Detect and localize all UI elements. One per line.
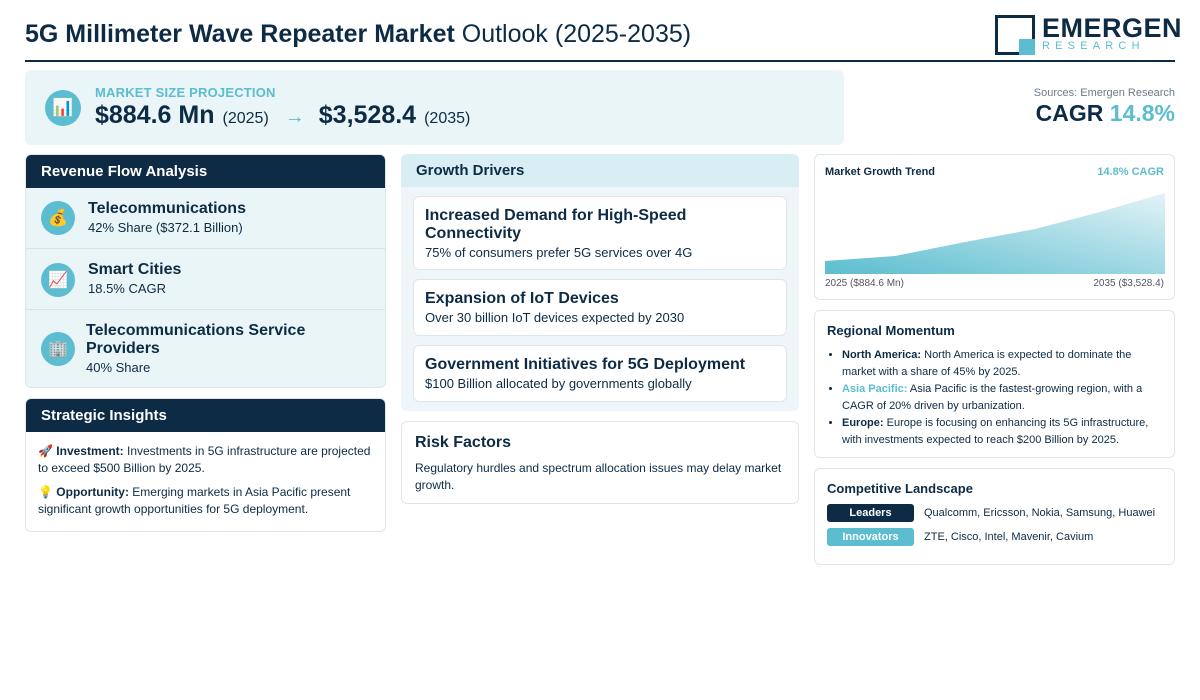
trend-cagr: 14.8% CAGR — [1097, 166, 1164, 178]
region-item: Europe: Europe is focusing on enhancing … — [842, 415, 1162, 448]
revenue-item-detail: 18.5% CAGR — [88, 281, 167, 296]
competitive-landscape-title: Competitive Landscape — [827, 481, 973, 496]
driver-desc: Over 30 billion IoT devices expected by … — [425, 310, 685, 325]
innovators-row: Innovators ZTE, Cisco, Intel, Mavenir, C… — [827, 528, 1093, 546]
insight-item: 🚀 Investment: Investments in 5G infrastr… — [38, 443, 373, 477]
region-item: Asia Pacific: Asia Pacific is the fastes… — [842, 381, 1162, 414]
regional-list: North America: North America is expected… — [827, 347, 1162, 448]
insight-item: 💡 Opportunity: Emerging markets in Asia … — [38, 484, 373, 518]
leaders-badge: Leaders — [827, 504, 914, 522]
projection-label: MARKET SIZE PROJECTION — [95, 85, 276, 100]
end-value: $3,528.4 — [318, 101, 417, 129]
innovators-list: ZTE, Cisco, Intel, Mavenir, Cavium — [924, 531, 1094, 543]
driver-item: Government Initiatives for 5G Deployment… — [413, 345, 787, 402]
revenue-item: 🏢 Telecommunications Service Providers 4… — [26, 310, 385, 387]
region-text: Europe is focusing on enhancing its 5G i… — [842, 417, 1149, 446]
money-bag-icon: 💰 — [41, 201, 75, 235]
revenue-item-detail: 42% Share ($372.1 Billion) — [88, 220, 243, 235]
revenue-flow-card: Revenue Flow Analysis 💰 Telecommunicatio… — [25, 154, 386, 388]
revenue-item: 💰 Telecommunications 42% Share ($372.1 B… — [26, 188, 385, 249]
strategic-insights-body: 🚀 Investment: Investments in 5G infrastr… — [26, 432, 385, 518]
region-name: Asia Pacific: — [842, 383, 908, 395]
risk-factors-card: Risk Factors Regulatory hurdles and spec… — [401, 421, 799, 504]
cagr-value: 14.8% — [1109, 100, 1175, 126]
logo-wordmark: EMERGEN — [1042, 13, 1183, 43]
page-title-main: 5G Millimeter Wave Repeater Market — [25, 20, 455, 48]
driver-title: Government Initiatives for 5G Deployment — [425, 356, 746, 373]
revenue-item-name: Smart Cities — [88, 261, 182, 278]
strategic-insights-heading: Strategic Insights — [26, 399, 385, 432]
risk-factors-title: Risk Factors — [415, 434, 512, 451]
leaders-row: Leaders Qualcomm, Ericsson, Nokia, Samsu… — [827, 504, 1155, 522]
strategic-insights-card: Strategic Insights 🚀 Investment: Investm… — [25, 398, 386, 532]
growth-drivers-heading: Growth Drivers — [401, 154, 799, 187]
chart-increasing-icon: 📈 — [41, 263, 75, 297]
market-growth-trend-card: Market Growth Trend 14.8% CAGR 2025 ($88… — [814, 154, 1175, 300]
market-size-projection: 📊 MARKET SIZE PROJECTION $884.6 Mn (2025… — [25, 70, 844, 145]
driver-item: Increased Demand for High-Speed Connecti… — [413, 196, 787, 270]
end-year: (2035) — [424, 110, 471, 127]
page-title-sub: Outlook (2025-2035) — [461, 20, 692, 48]
light-bulb-icon: 💡 — [38, 485, 53, 499]
competitive-landscape-card: Competitive Landscape Leaders Qualcomm, … — [814, 468, 1175, 565]
regional-momentum-card: Regional Momentum North America: North A… — [814, 310, 1175, 458]
trend-end-label: 2035 ($3,528.4) — [1093, 278, 1164, 289]
revenue-flow-heading: Revenue Flow Analysis — [26, 155, 385, 188]
emergen-research-logo: EMERGEN RESEARCH — [995, 13, 1182, 56]
region-item: North America: North America is expected… — [842, 347, 1162, 380]
page-title: 5G Millimeter Wave Repeater Market Outlo… — [25, 20, 691, 49]
driver-desc: $100 Billion allocated by governments gl… — [425, 376, 692, 391]
region-text: Asia Pacific is the fastest-growing regi… — [842, 383, 1143, 412]
revenue-item-name: Telecommunications — [88, 200, 246, 217]
insight-text: Emerging markets in Asia Pacific present… — [38, 485, 351, 516]
growth-drivers-card: Growth Drivers Increased Demand for High… — [401, 154, 799, 411]
revenue-item-detail: 40% Share — [86, 360, 151, 375]
trend-start-label: 2025 ($884.6 Mn) — [825, 278, 904, 289]
insight-text: Investments in 5G infrastructure are pro… — [38, 444, 371, 475]
office-building-icon: 🏢 — [41, 332, 75, 366]
start-year: (2025) — [222, 110, 269, 127]
sources-note: Sources: Emergen Research — [1033, 87, 1175, 99]
driver-item: Expansion of IoT Devices Over 30 billion… — [413, 279, 787, 336]
regional-momentum-title: Regional Momentum — [827, 323, 955, 338]
cagr-label: CAGR — [1035, 100, 1104, 126]
bar-chart-icon: 📊 — [45, 90, 81, 126]
logo-mark-icon — [995, 15, 1035, 55]
trend-title: Market Growth Trend — [825, 166, 936, 178]
revenue-item: 📈 Smart Cities 18.5% CAGR — [26, 249, 385, 310]
risk-factors-desc: Regulatory hurdles and spectrum allocati… — [415, 461, 782, 492]
right-arrow-icon: → — [284, 106, 305, 128]
growth-area — [825, 193, 1165, 274]
cagr-summary: CAGR 14.8% — [1036, 100, 1175, 127]
start-value: $884.6 Mn — [95, 101, 215, 129]
driver-title: Increased Demand for High-Speed Connecti… — [425, 207, 687, 242]
leaders-list: Qualcomm, Ericsson, Nokia, Samsung, Huaw… — [924, 507, 1156, 519]
projection-values: $884.6 Mn (2025) → $3,528.4 (2035) — [95, 101, 470, 130]
innovators-badge: Innovators — [827, 528, 914, 546]
region-name: Europe: — [842, 417, 884, 429]
region-name: North America: — [842, 349, 922, 361]
logo-subtext: RESEARCH — [1042, 40, 1145, 52]
region-text: North America is expected to dominate th… — [842, 349, 1132, 378]
driver-desc: 75% of consumers prefer 5G services over… — [425, 245, 693, 260]
revenue-item-name: Telecommunications Service Providers — [86, 322, 306, 357]
insight-label: Investment: — [56, 444, 124, 458]
page-header: 5G Millimeter Wave Repeater Market Outlo… — [25, 12, 1182, 62]
insight-label: Opportunity: — [56, 485, 129, 499]
growth-area-chart — [825, 193, 1165, 274]
driver-title: Expansion of IoT Devices — [425, 290, 619, 307]
rocket-icon: 🚀 — [38, 444, 53, 458]
